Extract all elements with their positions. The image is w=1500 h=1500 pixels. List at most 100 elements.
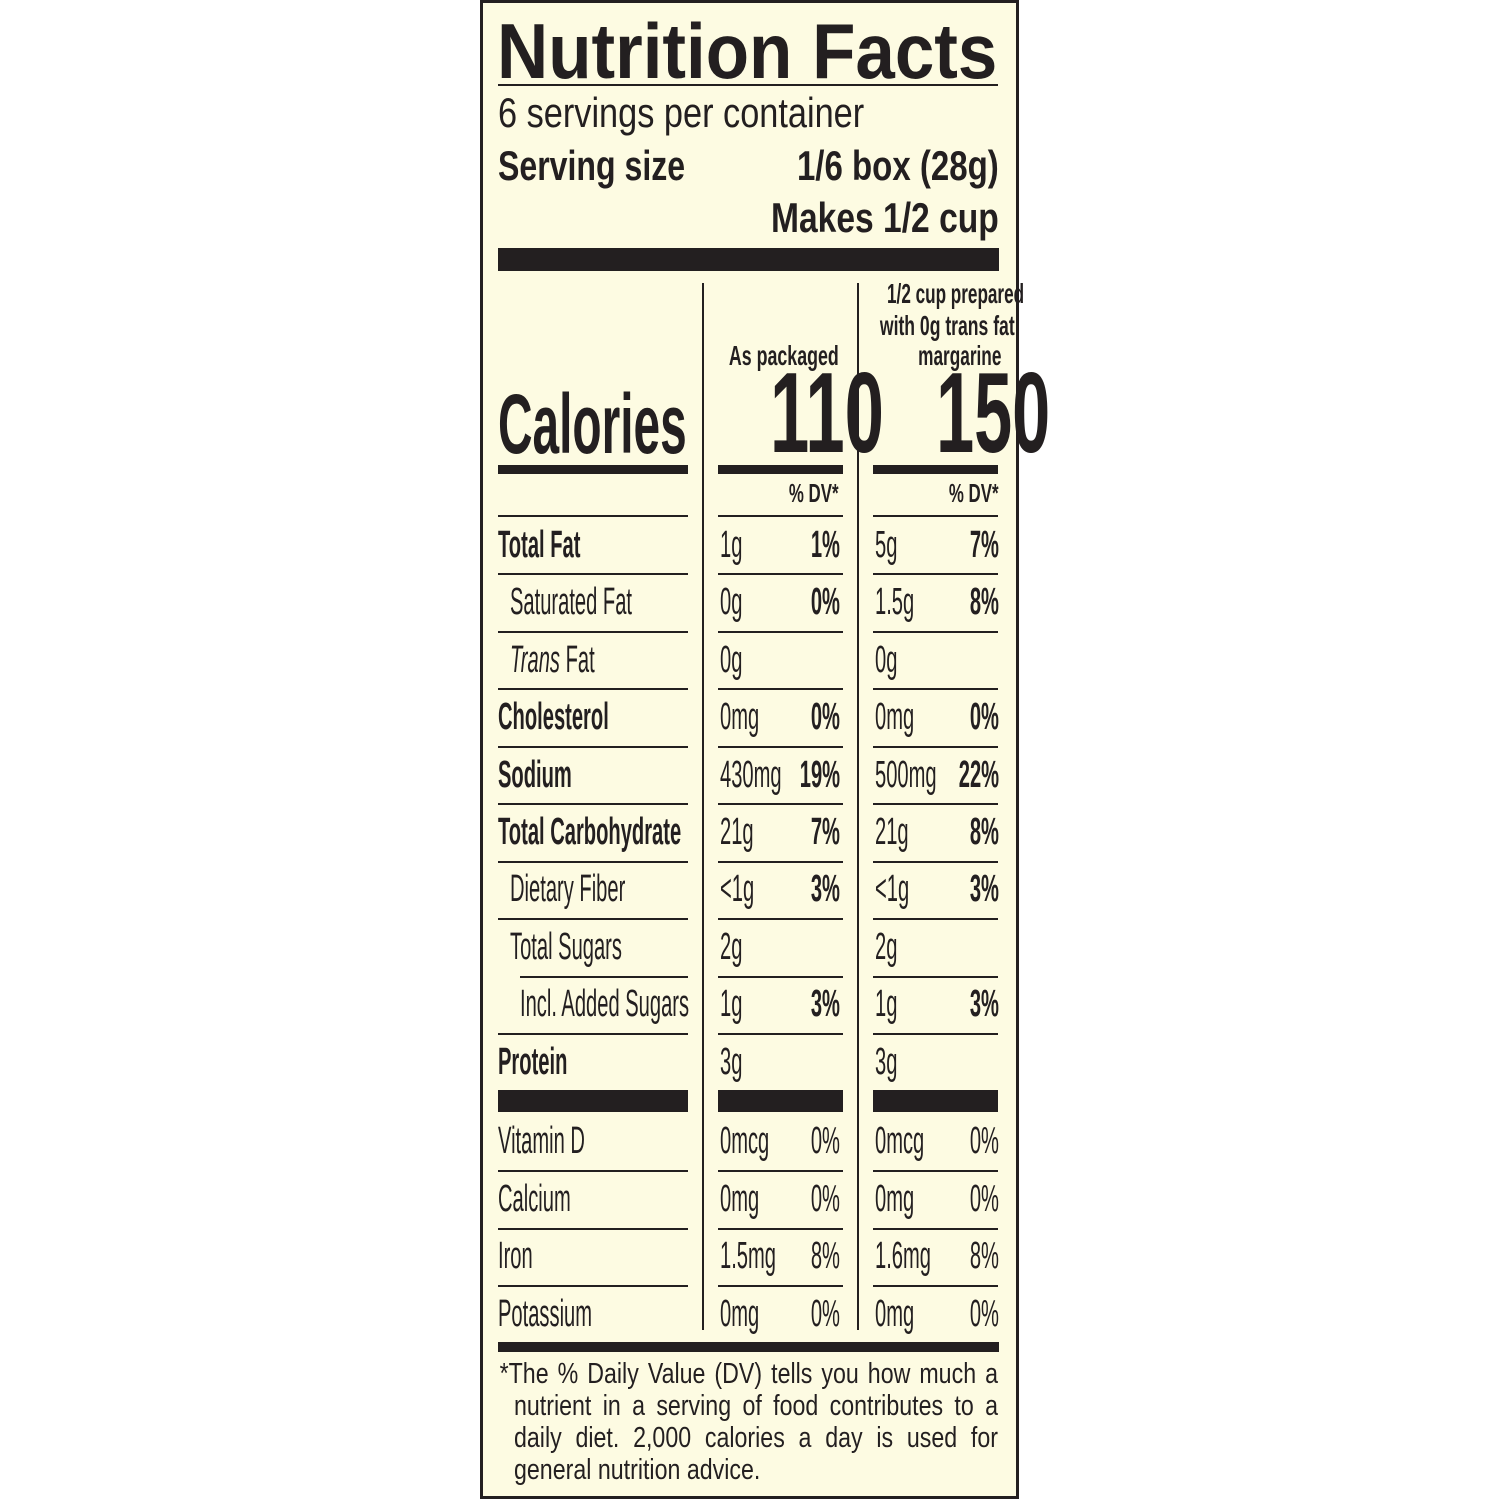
- nutrient-label-text: Cholesterol: [498, 696, 609, 739]
- vitamin-label: Potassium: [498, 1292, 675, 1336]
- divider: [498, 84, 998, 86]
- col1-amount-text: 2g: [720, 925, 743, 968]
- col1-dv: 1%: [740, 523, 840, 567]
- row-divider: [498, 918, 688, 920]
- col1-amount-text: 1g: [720, 983, 743, 1026]
- row-divider: [873, 1170, 998, 1172]
- row-divider: [873, 1033, 998, 1035]
- thick-divider: [498, 1342, 999, 1352]
- col2-amount-text: 0mg: [875, 696, 915, 739]
- col1-dv: 0%: [740, 1292, 840, 1336]
- col2-amount: 0mg: [875, 695, 949, 739]
- col1-dv-text: 1%: [810, 524, 840, 566]
- col2-dv: 0%: [900, 695, 999, 739]
- nutrient-label-text: Incl. Added Sugars: [520, 983, 690, 1026]
- col1-dv-text: 0%: [810, 1178, 840, 1220]
- col2-amount-text: 1g: [875, 983, 898, 1026]
- col1-amount: 430mg: [720, 753, 836, 797]
- col1-amount-text: 0mg: [720, 1178, 760, 1220]
- title: Nutrition Facts: [497, 8, 1047, 94]
- servings-per-container: 6 servings per container: [498, 88, 946, 138]
- row-divider: [873, 745, 998, 748]
- row-divider: [873, 630, 998, 633]
- col2-dv: 3%: [900, 982, 999, 1026]
- calories-bar: [718, 465, 843, 474]
- row-divider: [718, 860, 843, 863]
- row-divider: [498, 573, 688, 575]
- nutrient-label: Dietary Fiber: [510, 867, 728, 911]
- col2-amount: 21g: [875, 810, 938, 854]
- title-text: Nutrition Facts: [497, 7, 998, 95]
- col2-amount-text: 3g: [875, 1040, 898, 1083]
- row-divider: [873, 803, 998, 805]
- calories-bar: [873, 465, 998, 474]
- col2-calories-text: 150: [936, 350, 1051, 477]
- col1-amount-text: 1.5mg: [720, 1235, 776, 1277]
- col2-dv-text: 22%: [958, 753, 999, 796]
- nutrient-label-text: Trans Fat: [510, 638, 595, 682]
- nutrient-label-text: Sodium: [498, 753, 572, 796]
- col1-dv: 3%: [740, 982, 840, 1026]
- nutrient-label: Protein: [498, 1040, 629, 1084]
- col2-dv: [900, 925, 999, 969]
- col2-amount: 1g: [875, 982, 917, 1026]
- col1-amount: 0mg: [720, 1292, 794, 1336]
- col2-amount-text: 21g: [875, 811, 909, 853]
- col2-amount-text: 500mg: [875, 753, 937, 796]
- vitamin-label-text: Calcium: [498, 1178, 571, 1220]
- col1-amount: 1g: [720, 523, 762, 567]
- nutrient-label-text: Saturated Fat: [510, 581, 633, 624]
- calories-label-text: Calories: [498, 377, 687, 471]
- col1-dv: [740, 1040, 840, 1084]
- row-divider: [718, 1170, 843, 1172]
- row-divider: [498, 860, 688, 863]
- col2-amount: 0mg: [875, 1177, 949, 1221]
- nutrient-label: Total Carbohydrate: [498, 810, 844, 854]
- col2-dv: 7%: [900, 523, 999, 567]
- nutrient-label-text: Total Fat: [498, 524, 581, 566]
- col2-dv: [900, 638, 999, 682]
- col2-header-line2: with 0g trans fat: [800, 310, 1015, 342]
- col1-amount: 1g: [720, 982, 762, 1026]
- col1-amount: 0mg: [720, 1177, 794, 1221]
- serving-size-value-text: 1/6 box (28g): [797, 142, 999, 189]
- col1-amount: 3g: [720, 1040, 762, 1084]
- vitamin-label: Vitamin D: [498, 1119, 662, 1163]
- servings-text: 6 servings per container: [498, 89, 865, 136]
- col1-amount-text: 430mg: [720, 753, 782, 796]
- col2-amount-text: 2g: [875, 925, 898, 968]
- col1-amount-text: 0g: [720, 581, 743, 624]
- row-divider: [498, 1170, 688, 1172]
- col2-dv: 8%: [900, 810, 999, 854]
- row-divider: [718, 803, 843, 805]
- col2-amount: 2g: [875, 925, 917, 969]
- calories-label: Calories: [498, 376, 830, 472]
- thick-divider: [498, 248, 999, 271]
- row-divider: [718, 573, 843, 575]
- row-divider: [498, 745, 688, 748]
- col1-amount-text: <1g: [720, 868, 755, 911]
- col1-dv-text: 3%: [810, 983, 840, 1026]
- col1-dv: [740, 925, 840, 969]
- col1-dv-text: 0%: [810, 696, 840, 739]
- row-divider: [718, 918, 843, 920]
- col1-dv: [740, 638, 840, 682]
- col2-amount-text: 0g: [875, 638, 898, 681]
- vitamin-label-text: Potassium: [498, 1293, 593, 1335]
- col1-calories: 110: [700, 350, 884, 478]
- col2-amount: 5g: [875, 523, 917, 567]
- row-divider: [498, 630, 688, 633]
- col2-amount: 1.5g: [875, 580, 949, 624]
- col1-amount: 2g: [720, 925, 762, 969]
- col1-amount: 0mg: [720, 695, 794, 739]
- nutrient-label: Total Fat: [498, 523, 654, 567]
- column-divider: [702, 283, 704, 1330]
- col1-amount-text: 1g: [720, 524, 743, 566]
- col1-amount: 0g: [720, 638, 762, 682]
- col2-header-line3: margarine: [800, 340, 1001, 372]
- vitamin-label-text: Vitamin D: [498, 1120, 585, 1162]
- thick-divider: [498, 1090, 688, 1112]
- col1-amount: 21g: [720, 810, 783, 854]
- row-divider: [498, 515, 688, 517]
- nutrient-label: Saturated Fat: [510, 580, 740, 624]
